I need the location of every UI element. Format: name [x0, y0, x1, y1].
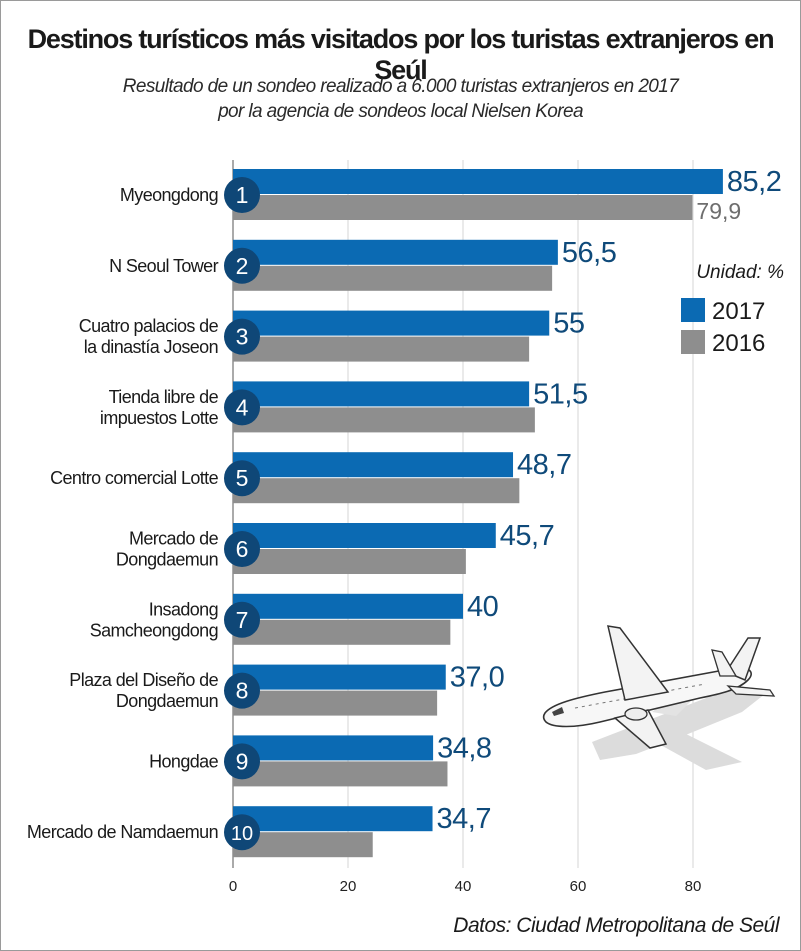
category-label: Tienda libre de impuestos Lotte — [100, 387, 219, 428]
x-tick-label: 40 — [455, 878, 472, 895]
rank-badge — [224, 531, 260, 567]
bar-2016-4 — [233, 407, 535, 433]
category-label-line: Mercado de Namdaemun — [27, 822, 218, 842]
category-label-line: Centro comercial Lotte — [50, 468, 218, 488]
rank-badge — [224, 389, 260, 426]
category-label: Hongdae — [149, 751, 218, 771]
rank-number: 6 — [236, 536, 249, 562]
bar-2017-9 — [233, 735, 434, 761]
category-label-line: N Seoul Tower — [109, 256, 219, 276]
value-label-2017: 56,5 — [562, 237, 616, 269]
bar-2017-1 — [233, 169, 723, 194]
bar-2016-7 — [233, 619, 451, 645]
bar-2016-8 — [233, 690, 438, 716]
category-label-line: Samcheongdong — [90, 620, 218, 640]
value-label-2017: 34,7 — [437, 803, 491, 835]
bar-2016-5 — [233, 478, 520, 504]
value-label-2017: 55 — [553, 308, 584, 340]
rank-number: 2 — [236, 253, 249, 279]
rank-badge — [224, 318, 260, 355]
bar-2016-1 — [233, 195, 693, 220]
category-label: Insadong Samcheongdong — [90, 599, 218, 640]
value-label-2017: 40 — [467, 591, 498, 623]
legend-label-2017: 2017 — [712, 298, 765, 325]
category-label: Mercado de Namdaemun — [27, 822, 218, 842]
value-label-2017: 45,7 — [500, 520, 554, 552]
bar-2016-6 — [233, 549, 466, 574]
category-label: Plaza del Diseño de Dongdaemun — [69, 670, 218, 711]
bar-2016-9 — [233, 761, 448, 787]
x-tick-label: 20 — [340, 878, 357, 895]
x-tick-label: 0 — [229, 878, 237, 895]
category-label-line: Dongdaemun — [116, 691, 218, 711]
bar-2017-4 — [233, 381, 530, 407]
x-axis: 0 20 40 60 80 Myeongdong N Seoul Tower Cuatro p… — [27, 185, 701, 895]
category-label-line: Dongdaemun — [116, 550, 218, 570]
category-label: Centro comercial Lotte — [50, 468, 218, 488]
x-tick-label: 60 — [570, 878, 587, 895]
legend-label-2016: 2016 — [712, 330, 765, 357]
category-label-line: Tienda libre de — [109, 387, 219, 407]
rank-number: 4 — [236, 394, 249, 420]
value-label-2017: 51,5 — [533, 378, 587, 410]
category-label: Cuatro palacios de la dinastía Joseon — [79, 316, 219, 357]
rank-number: 9 — [236, 748, 249, 774]
rank-number: 1 — [236, 182, 249, 208]
legend-swatch-2017 — [681, 298, 705, 322]
bar-2017-10 — [233, 806, 433, 832]
bars: 85,279,9 1 56,5 2 55 3 51,5 4 48,7 5 45,7 6 40 7 37,0 8… — [224, 166, 782, 858]
chart-title: Destinos turísticos más visitados por lo… — [27, 24, 775, 85]
category-label-line: Hongdae — [149, 751, 218, 771]
bar-2017-7 — [233, 593, 463, 619]
category-label-line: impuestos Lotte — [100, 408, 219, 428]
value-label-2017: 34,8 — [437, 732, 491, 764]
rank-number: 10 — [231, 823, 253, 845]
rank-badge — [224, 177, 260, 213]
bar-2017-8 — [233, 664, 446, 690]
legend-swatch-2016 — [681, 330, 705, 354]
category-label-line: Mercado de — [129, 529, 219, 549]
rank-badge — [224, 247, 260, 284]
bar-2016-2 — [233, 265, 553, 291]
rank-badge — [224, 814, 260, 851]
chart-subtitle-line-1: Resultado de un sondeo realizado a 6.000… — [122, 76, 679, 97]
value-label-2017: 48,7 — [517, 449, 571, 481]
rank-badge — [224, 743, 260, 780]
rank-badge — [224, 672, 260, 709]
category-label: N Seoul Tower — [109, 256, 219, 276]
category-label-line: Myeongdong — [120, 185, 218, 205]
value-label-2017: 85,2 — [727, 166, 781, 198]
value-label-2016: 79,9 — [696, 198, 741, 224]
chart-subtitle-line-2: por la agencia de sondeos local Nielsen … — [218, 101, 583, 122]
x-tick-label: 80 — [685, 878, 702, 895]
category-label-line: Cuatro palacios de — [79, 316, 219, 336]
rank-number: 7 — [236, 607, 249, 633]
rank-badge — [224, 601, 260, 638]
rank-number: 8 — [236, 678, 249, 704]
bar-2016-3 — [233, 336, 530, 362]
unit-label: Unidad: % — [696, 262, 784, 283]
category-label-line: Insadong — [149, 599, 218, 619]
value-label-2017: 37,0 — [450, 662, 504, 694]
bar-2017-2 — [233, 239, 558, 265]
airplane-icon — [542, 625, 776, 770]
bar-2017-6 — [233, 523, 496, 548]
legend: Unidad: % 2017 2016 — [681, 262, 784, 357]
rank-number: 5 — [236, 465, 249, 491]
category-label-line: Plaza del Diseño de — [69, 670, 218, 690]
bar-2017-3 — [233, 310, 550, 336]
rank-number: 3 — [236, 324, 249, 350]
category-label: Myeongdong — [120, 185, 218, 205]
data-source: Datos: Ciudad Metropolitana de Seúl — [453, 914, 779, 937]
category-label: Mercado de Dongdaemun — [116, 529, 219, 570]
bar-2017-5 — [233, 452, 514, 478]
category-label-line: la dinastía Joseon — [84, 337, 218, 357]
rank-badge — [224, 460, 260, 497]
